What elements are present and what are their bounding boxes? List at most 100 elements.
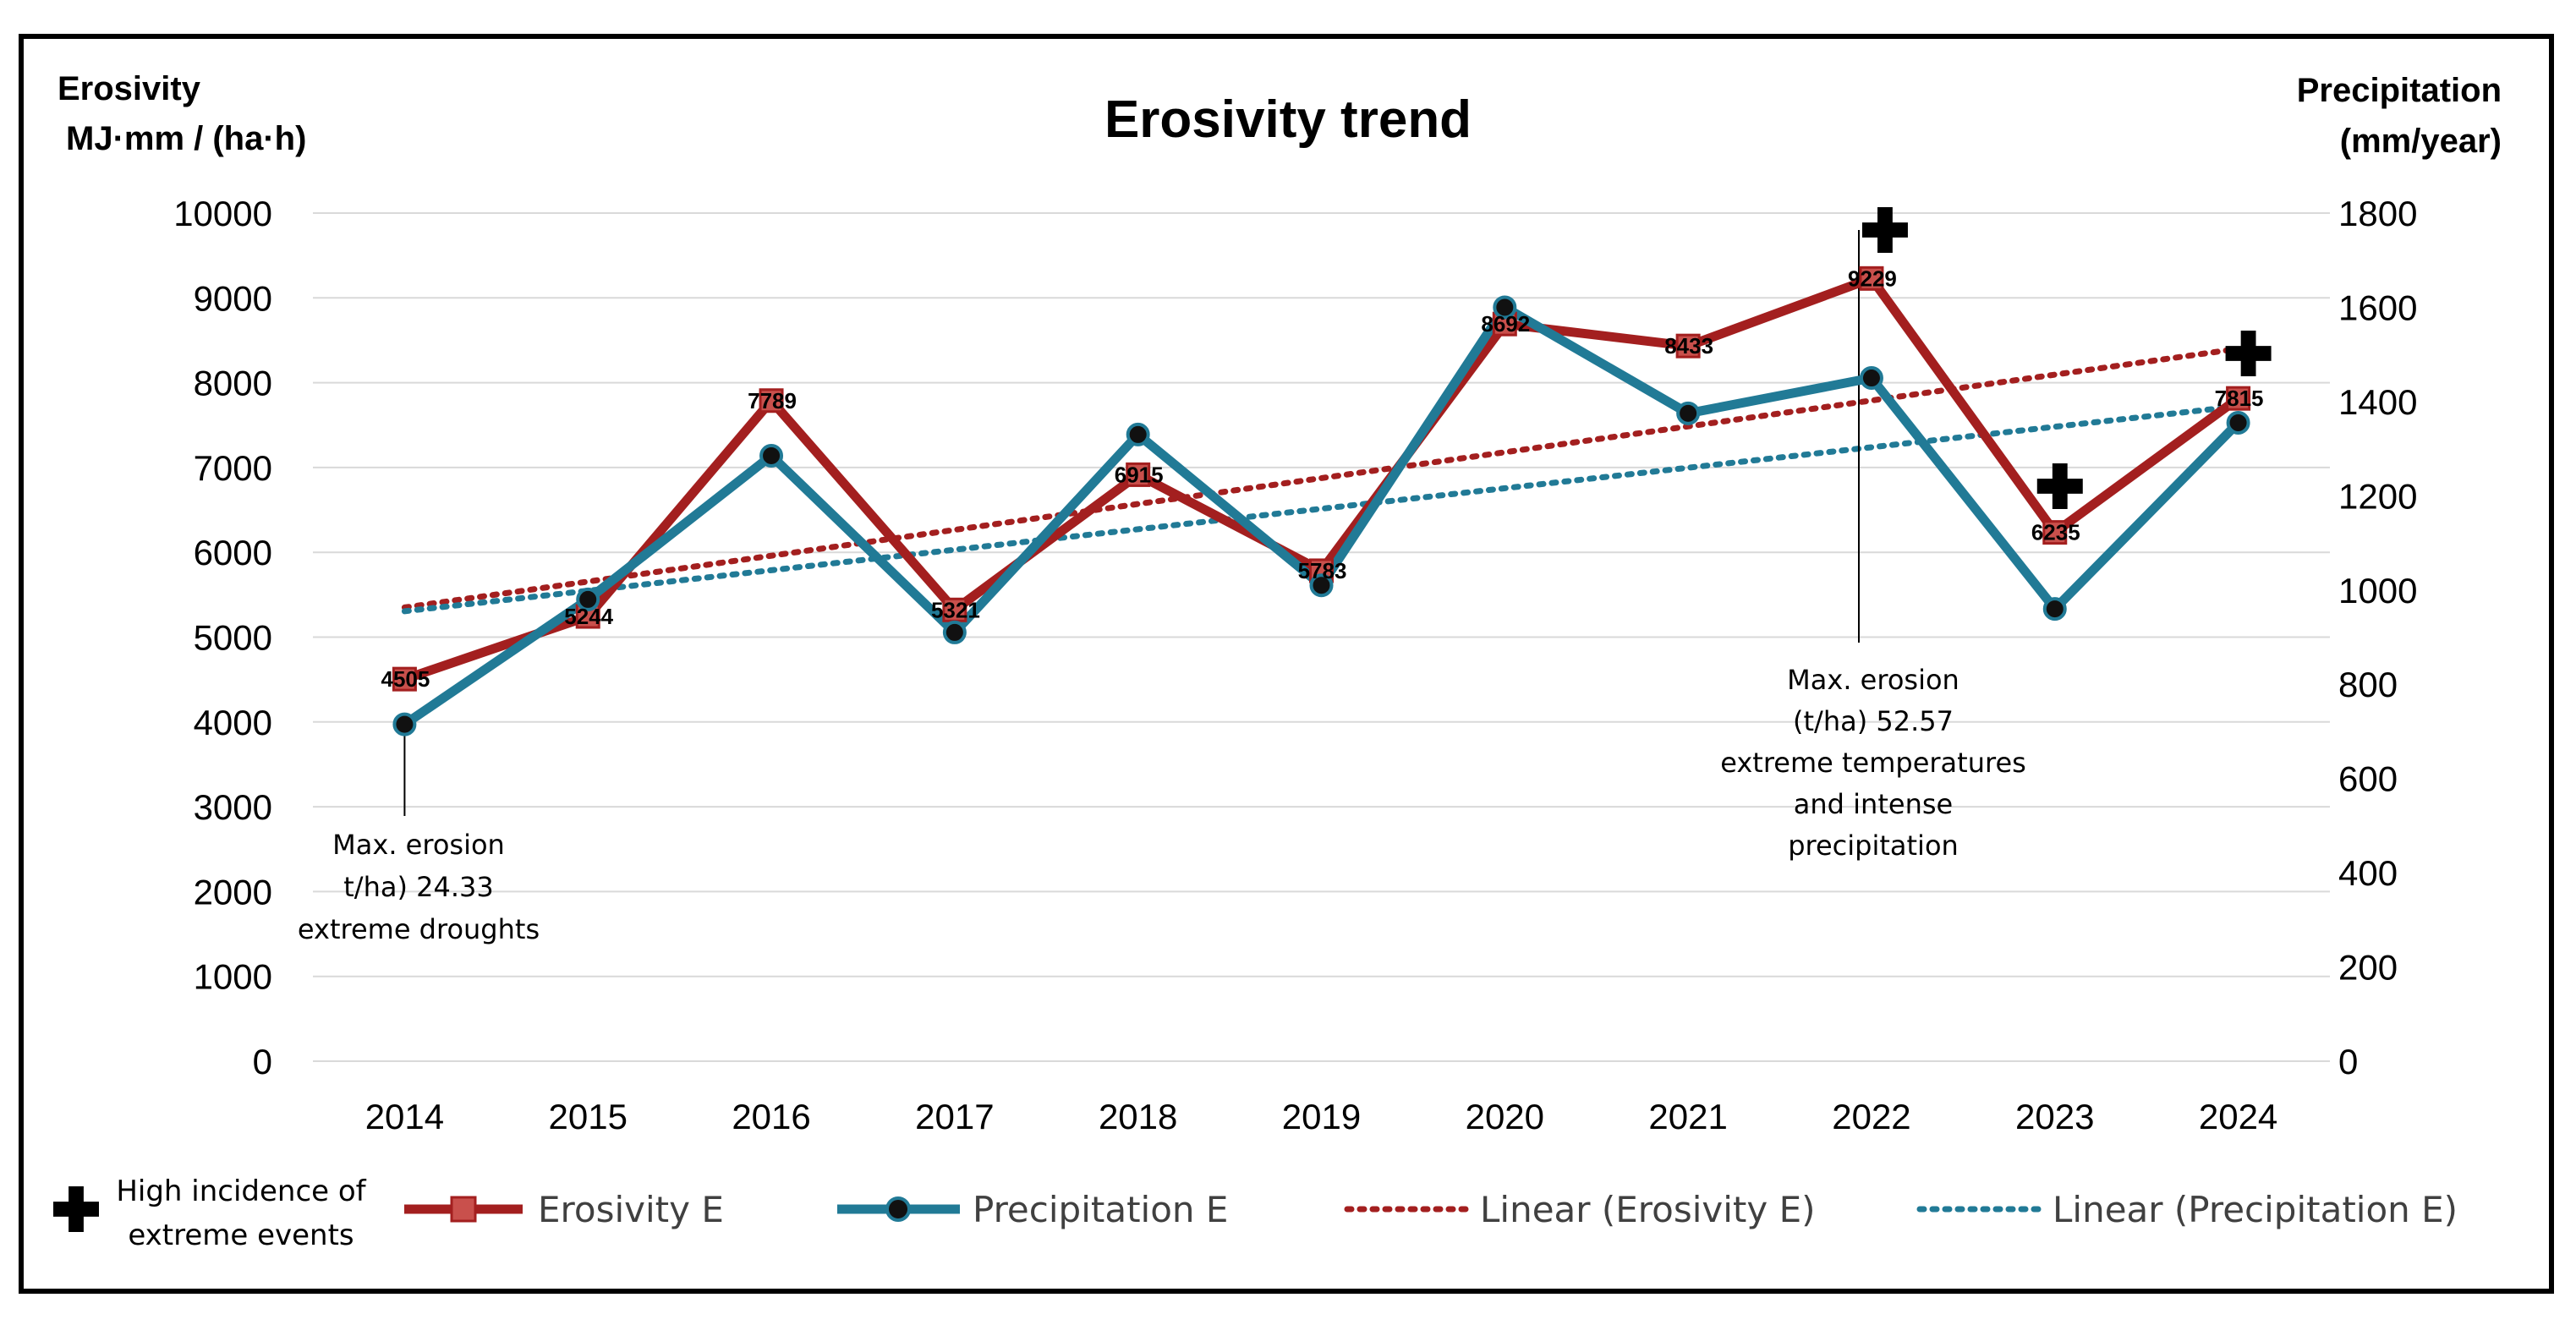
x-tick-label: 2022 — [1832, 1097, 1910, 1136]
x-tick-label: 2017 — [915, 1097, 994, 1136]
left-tick-label: 0 — [253, 1042, 272, 1081]
extreme-event-cross-icon — [2036, 463, 2083, 509]
legend: High incidence of extreme events Erosivity… — [53, 1174, 2458, 1252]
annotation-text: t/ha) 24.33 — [343, 871, 493, 903]
extreme-event-cross-icon — [53, 1186, 99, 1232]
erosivity-point — [942, 597, 967, 622]
left-tick-label: 3000 — [194, 787, 272, 827]
right-tick-label: 600 — [2338, 759, 2398, 799]
erosivity-data-label: 5244 — [564, 604, 613, 629]
right-tick-label: 1200 — [2338, 476, 2417, 516]
left-tick-label: 5000 — [194, 618, 272, 658]
x-tick-label: 2014 — [365, 1097, 444, 1136]
chart-title: Erosivity trend — [1104, 90, 1472, 149]
x-tick-label: 2018 — [1099, 1097, 1177, 1136]
right-tick-label: 400 — [2338, 853, 2398, 893]
legend-extreme-label-line2: extreme events — [128, 1218, 354, 1252]
right-tick-label: 1000 — [2338, 571, 2417, 610]
annotation-text: Max. erosion — [332, 829, 505, 861]
x-tick-label: 2024 — [2199, 1097, 2277, 1136]
left-tick-label: 8000 — [194, 364, 272, 403]
series — [392, 266, 2251, 736]
left-tick-label: 2000 — [194, 872, 272, 912]
erosivity-point — [1492, 311, 1517, 337]
erosivity-data-label: 5783 — [1298, 558, 1347, 583]
precipitation-point — [2226, 410, 2250, 435]
legend-label-precipitation: Precipitation E — [973, 1189, 1228, 1230]
left-tick-label: 10000 — [173, 194, 272, 233]
right-axis-title-line2: (mm/year) — [2340, 123, 2502, 160]
legend-label-linear-precipitation: Linear (Precipitation E) — [2053, 1189, 2458, 1230]
annotation-text: extreme droughts — [298, 913, 540, 945]
precipitation-point — [1309, 573, 1334, 598]
annotation-text: Max. erosion — [1787, 664, 1959, 696]
x-tick-label: 2015 — [549, 1097, 628, 1136]
annotation-text: and intense — [1794, 788, 1953, 820]
x-tick-label: 2020 — [1466, 1097, 1544, 1136]
trendline-erosivity — [401, 345, 2242, 610]
left-tick-label: 6000 — [194, 533, 272, 572]
erosivity-data-label: 5321 — [931, 597, 980, 622]
extreme-event-markers — [1861, 207, 2272, 509]
precipitation-point — [1493, 295, 1517, 320]
annotations: Max. erosion t/ha) 24.33 extreme droughts M… — [298, 230, 2026, 945]
left-axis-title-line2: MJ·mm / (ha·h) — [66, 120, 306, 157]
x-tick-label: 2023 — [2015, 1097, 2094, 1136]
left-tick-label: 1000 — [194, 957, 272, 997]
left-tick-label: 7000 — [194, 448, 272, 488]
x-tick-label: 2019 — [1282, 1097, 1361, 1136]
precipitation-point — [2042, 597, 2067, 621]
annotation-text: (t/ha) 52.57 — [1793, 705, 1954, 737]
chart-frame — [19, 34, 2554, 1294]
legend-label-linear-erosivity: Linear (Erosivity E) — [1480, 1189, 1816, 1230]
right-tick-label: 1400 — [2338, 382, 2417, 422]
erosivity-point — [1126, 462, 1151, 487]
right-tick-label: 0 — [2338, 1042, 2358, 1081]
precipitation-point — [1859, 366, 1883, 391]
precipitation-point — [576, 587, 600, 611]
precipitation-point — [942, 620, 967, 644]
legend-label-erosivity: Erosivity E — [538, 1189, 724, 1230]
erosivity-data-label: 8692 — [1481, 311, 1530, 337]
legend-marker-erosivity — [450, 1196, 477, 1223]
precipitation-point — [1126, 422, 1150, 446]
x-axis-ticks: 2014 2015 2016 2017 2018 2019 2020 2021 2022 2023… — [365, 1097, 2278, 1136]
x-tick-label: 2016 — [732, 1097, 810, 1136]
right-tick-label: 1600 — [2338, 287, 2417, 327]
erosivity-data-label: 7789 — [748, 388, 797, 413]
erosivity-point — [575, 604, 600, 629]
series-line-precipitation — [399, 302, 2244, 730]
trendline-precipitation — [401, 402, 2242, 615]
erosivity-point — [2042, 520, 2068, 545]
erosivity-data-label: 4505 — [381, 666, 430, 692]
precipitation-point — [392, 712, 417, 736]
right-tick-label: 800 — [2338, 665, 2398, 704]
right-tick-label: 1800 — [2338, 194, 2417, 233]
erosivity-data-label: 6915 — [1115, 462, 1164, 487]
data-labels: 4505 5244 7789 5321 6915 5783 8692 8433 9229 6235… — [381, 266, 2263, 692]
left-tick-label: 4000 — [194, 703, 272, 742]
extreme-event-cross-icon — [2225, 331, 2272, 376]
left-axis-ticks: 0 1000 2000 3000 4000 5000 6000 7000 8000 9000 100… — [173, 194, 272, 1081]
x-tick-label: 2021 — [1648, 1097, 1727, 1136]
left-axis-title-line1: Erosivity — [58, 70, 201, 107]
trendlines — [401, 345, 2242, 615]
precipitation-point — [1676, 401, 1701, 425]
precipitation-point — [759, 443, 784, 468]
erosivity-point — [759, 388, 784, 413]
erosivity-data-label: 7815 — [2215, 386, 2264, 411]
erosivity-point — [392, 666, 417, 692]
right-axis-ticks: 0 200 400 600 800 1000 1200 1400 1600 1800 — [2338, 194, 2417, 1081]
extreme-event-cross-icon — [1861, 207, 1908, 253]
erosivity-data-label: 6235 — [2031, 520, 2080, 545]
legend-extreme-label-line1: High incidence of — [116, 1174, 366, 1208]
erosivity-data-label: 9229 — [1848, 266, 1897, 291]
right-axis-title-line1: Precipitation — [2297, 72, 2502, 109]
left-tick-label: 9000 — [194, 278, 272, 318]
erosivity-point — [1859, 266, 1884, 291]
right-tick-label: 200 — [2338, 948, 2398, 988]
annotation-text: extreme temperatures — [1720, 747, 2026, 779]
erosivity-point — [1675, 333, 1701, 359]
annotation-text: precipitation — [1788, 829, 1959, 862]
